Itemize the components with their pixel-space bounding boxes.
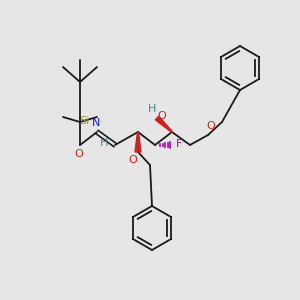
Text: Si: Si <box>79 116 89 126</box>
Text: O: O <box>207 121 215 131</box>
Text: F: F <box>176 139 182 149</box>
Polygon shape <box>155 116 172 132</box>
Text: O: O <box>75 149 83 159</box>
Polygon shape <box>135 132 141 152</box>
Text: O: O <box>158 111 166 121</box>
Text: O: O <box>129 155 137 165</box>
Text: N: N <box>92 118 100 128</box>
Text: H: H <box>148 104 156 114</box>
Text: H: H <box>100 138 108 148</box>
